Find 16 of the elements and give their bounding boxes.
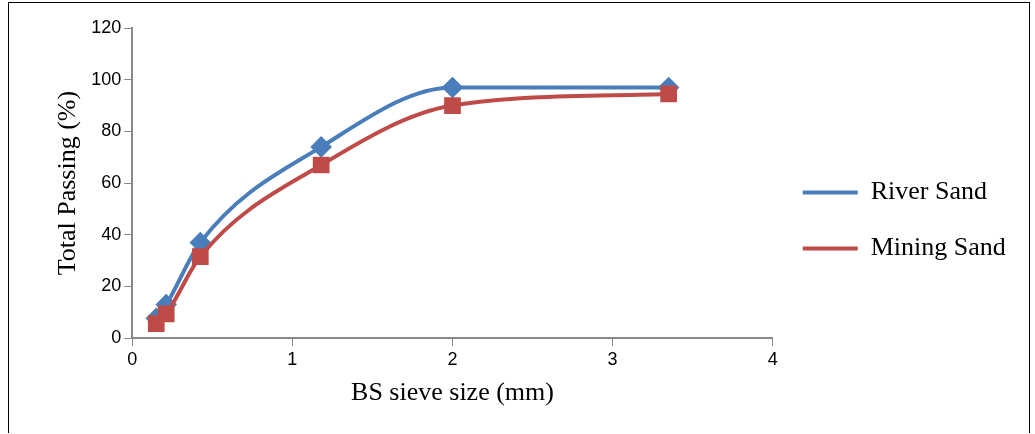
x-tick-label: 3 [607, 348, 618, 369]
x-tick-label: 1 [287, 348, 298, 369]
x-axis-title: BS sieve size (mm) [351, 377, 554, 407]
y-tick-label: 100 [91, 68, 122, 89]
legend-label: Mining Sand [870, 232, 1006, 262]
x-tick-label: 4 [767, 348, 778, 369]
x-tick-label: 0 [127, 348, 138, 369]
y-tick-label: 120 [91, 16, 122, 37]
y-tick-label: 20 [101, 275, 122, 296]
y-tick-label: 80 [101, 120, 122, 141]
y-tick-label: 40 [101, 223, 122, 244]
x-tick-label: 2 [447, 348, 458, 369]
legend-label: River Sand [870, 176, 988, 206]
y-axis-title: Total Passing (%) [52, 90, 82, 276]
y-tick-label: 0 [111, 327, 122, 348]
y-tick-label: 60 [101, 172, 122, 193]
